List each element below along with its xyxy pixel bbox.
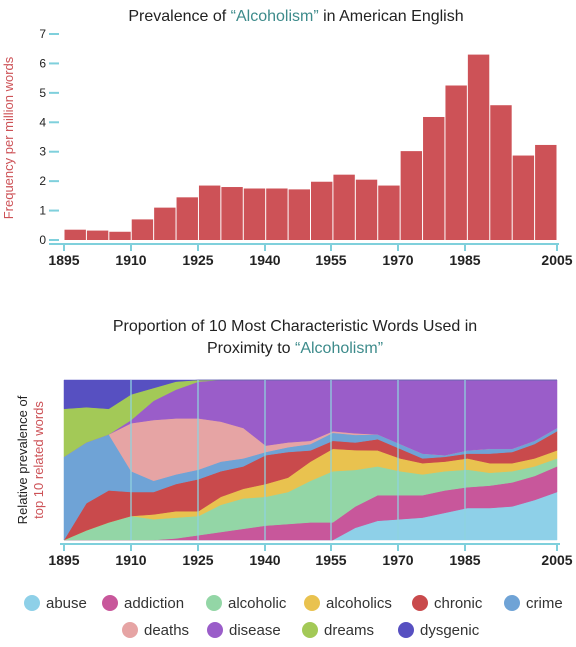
legend-label-addiction: addiction [124,595,184,612]
area-x-tick-label: 1910 [115,552,146,568]
bar-title-suffix: in American English [319,8,464,25]
bar-1965 [378,185,400,240]
legend-label-crime: crime [526,595,563,612]
legend-label-dysgenic: dysgenic [420,622,480,639]
bar-1990 [490,105,512,241]
bar-x-tick-label: 1925 [182,252,213,268]
bar-y-tick-label: 6 [39,56,46,70]
legend-label-dreams: dreams [324,622,374,639]
bar-1950 [311,181,333,240]
area-x-tick-label: 1955 [315,552,346,568]
legend-swatch-crime [504,595,520,611]
area-chart-title-line2: Proximity to “Alcoholism” [207,340,383,357]
legend-label-chronic: chronic [434,595,483,612]
bar-1995 [512,155,535,240]
bar-1925 [198,185,221,240]
legend: abuse addiction alcoholic alcoholics chronic… [24,595,563,639]
bar-1970 [400,151,423,240]
area-series-dysgenic [63,379,557,410]
bar-1895 [64,229,86,240]
area-chart-title-line1: Proportion of 10 Most Characteristic Wor… [113,318,477,335]
area-x-tick-label: 2005 [541,552,572,568]
legend-swatch-abuse [24,595,40,611]
bar-x-tick-label: 2005 [541,252,572,268]
bar-y-tick-label: 3 [39,145,46,159]
bar-1915 [154,207,176,240]
area-y-axis-label-line2: top 10 related words [31,401,46,519]
bar-y-axis-label: Frequency per million words [1,56,16,219]
legend-swatch-dreams [302,622,318,638]
bar-y-tick-label: 5 [39,86,46,100]
area-x-tick-label: 1940 [249,552,280,568]
area-chart: 1895 1910 1925 1940 1955 1970 1985 2005 [48,379,573,568]
bar-1940 [266,188,288,240]
bar-1955 [333,174,355,240]
bar-1980 [445,85,467,240]
bar-x-tick-label: 1955 [315,252,346,268]
legend-swatch-dysgenic [398,622,414,638]
area-title-highlight: “Alcoholism” [295,340,383,357]
legend-label-deaths: deaths [144,622,189,639]
bar-1985 [467,54,490,240]
bar-chart: 0 1 2 3 4 5 6 7 1895 1910 1925 1940 1955 1970 1985 2005 [39,27,572,268]
bar-1900 [86,230,109,240]
legend-swatch-alcoholics [304,595,320,611]
bar-1975 [423,116,445,240]
bar-1920 [176,197,198,240]
bar-1910 [131,219,154,240]
bar-1960 [355,179,378,240]
legend-swatch-deaths [122,622,138,638]
area-x-tick-label: 1985 [449,552,480,568]
bar-y-tick-label: 2 [39,174,46,188]
legend-label-alcoholics: alcoholics [326,595,392,612]
legend-swatch-addiction [102,595,118,611]
bar-x-tick-label: 1910 [115,252,146,268]
bar-y-tick-label: 7 [39,27,46,41]
legend-label-alcoholic: alcoholic [228,595,287,612]
bar-y-tick-label: 1 [39,204,46,218]
area-title-prefix: Proximity to [207,340,295,357]
bar-x-tick-label: 1985 [449,252,480,268]
bar-x-tick-label: 1895 [48,252,79,268]
bar-chart-title: Prevalence of “Alcoholism” in American E… [128,8,463,25]
bar-1905 [109,231,131,240]
legend-swatch-alcoholic [206,595,222,611]
legend-label-disease: disease [229,622,281,639]
area-y-axis-label-line1: Relative prevalence of [15,395,30,524]
bar-y-tick-label: 0 [39,233,46,247]
bar-1945 [288,189,310,240]
bar-x-tick-label: 1970 [382,252,413,268]
bar-title-prefix: Prevalence of [128,8,230,25]
bar-x-tick-label: 1940 [249,252,280,268]
area-x-tick-label: 1925 [182,552,213,568]
bar-1930 [221,187,243,240]
legend-label-abuse: abuse [46,595,87,612]
area-x-tick-label: 1970 [382,552,413,568]
legend-swatch-chronic [412,595,428,611]
area-x-tick-label: 1895 [48,552,79,568]
bar-1935 [243,188,266,240]
bar-2000 [535,144,557,240]
bar-y-tick-label: 4 [39,115,46,129]
legend-swatch-disease [207,622,223,638]
bar-title-highlight: “Alcoholism” [231,8,319,25]
